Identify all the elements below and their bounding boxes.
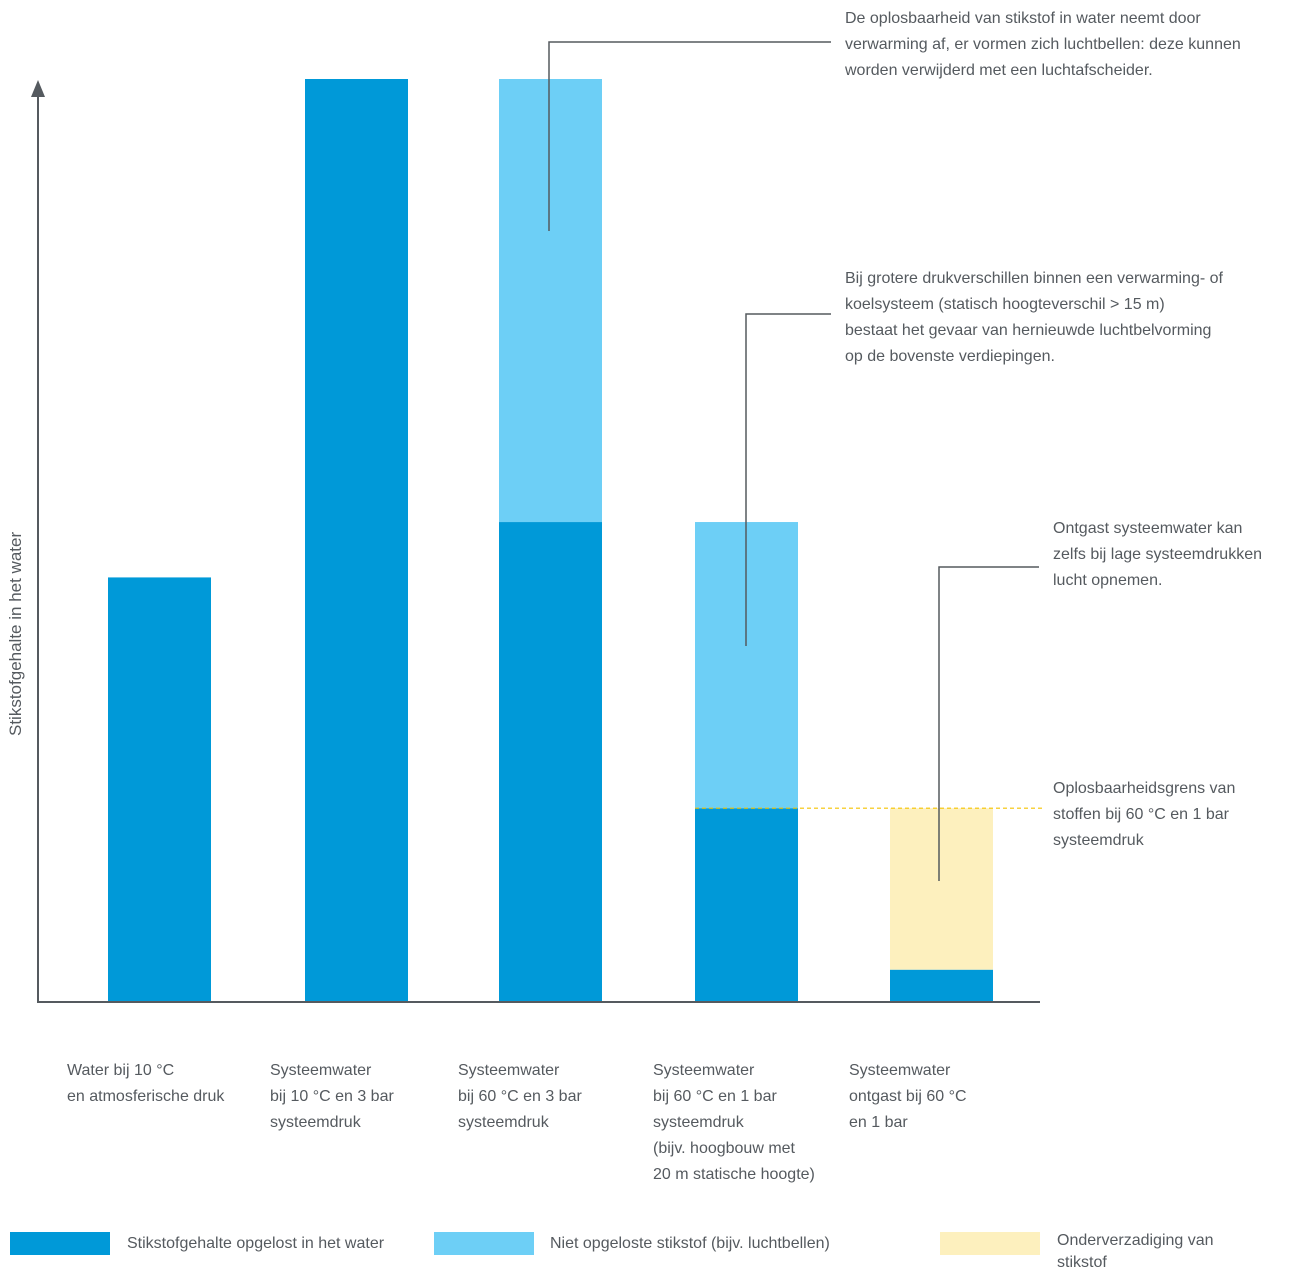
- legend-swatch-1: [10, 1232, 110, 1255]
- category-label-5: Systeemwater ontgast bij 60 °C en 1 bar: [849, 1058, 967, 1136]
- bars-group: [108, 79, 993, 1002]
- category-label-line: en 1 bar: [849, 1114, 908, 1131]
- category-label-2: Systeemwater bij 10 °C en 3 bar systeemdru…: [270, 1058, 394, 1136]
- category-label-line: bij 60 °C en 1 bar: [653, 1088, 777, 1105]
- annotation-2-line: bestaat het gevaar van hernieuwde luchtb…: [845, 322, 1212, 339]
- legend-label-line: Onderverzadiging van: [1057, 1232, 1214, 1249]
- category-label-line: systeemdruk: [458, 1114, 549, 1131]
- category-label-line: en atmosferische druk: [67, 1088, 225, 1105]
- annotation-3-line: lucht opnemen.: [1053, 572, 1163, 589]
- category-label-line: Systeemwater: [653, 1062, 755, 1079]
- annotation-2: Bij grotere drukverschillen binnen een v…: [845, 266, 1223, 370]
- annotation-3-leader: [938, 566, 1039, 881]
- legend-label-line: Niet opgeloste stikstof (bijv. luchtbell…: [550, 1235, 830, 1252]
- category-label-line: ontgast bij 60 °C: [849, 1088, 967, 1105]
- category-label-3: Systeemwater bij 60 °C en 3 bar systeemdru…: [458, 1058, 582, 1136]
- y-axis-arrow-icon: [31, 80, 45, 97]
- annotation-1-line: verwarming af, er vormen zich luchtbelle…: [845, 36, 1241, 53]
- annotation-2-line: Bij grotere drukverschillen binnen een v…: [845, 270, 1223, 287]
- category-label-line: bij 10 °C en 3 bar: [270, 1088, 394, 1105]
- annotation-1: De oplosbaarheid van stikstof in water n…: [845, 6, 1241, 84]
- y-axis-label: Stikstofgehalte in het water: [6, 531, 25, 736]
- bar-1-series-1: [108, 577, 211, 1002]
- annotation-3-line: zelfs bij lage systeemdrukken: [1053, 546, 1262, 563]
- category-label-line: Systeemwater: [270, 1062, 372, 1079]
- legend-label-2: Niet opgeloste stikstof (bijv. luchtbell…: [550, 1233, 830, 1255]
- reference-line-label-line: systeemdruk: [1053, 832, 1144, 849]
- annotation-2-leader: [745, 313, 831, 646]
- annotation-1-line: De oplosbaarheid van stikstof in water n…: [845, 10, 1201, 27]
- bar-5-series-1: [890, 969, 993, 1002]
- annotation-2-line: op de bovenste verdiepingen.: [845, 348, 1055, 365]
- bar-2-series-1: [305, 79, 408, 1002]
- annotation-3: Ontgast systeemwater kan zelfs bij lage s…: [1053, 516, 1262, 594]
- bar-5-series-3: [890, 808, 993, 970]
- category-label-line: systeemdruk: [270, 1114, 361, 1131]
- legend-label-1: Stikstofgehalte opgelost in het water: [127, 1233, 384, 1255]
- reference-line-label: Oplosbaarheidsgrens van stoffen bij 60 °C…: [1053, 776, 1235, 854]
- legend-label-3: Onderverzadiging van stikstof: [1057, 1230, 1214, 1274]
- reference-line-label-line: Oplosbaarheidsgrens van: [1053, 780, 1236, 797]
- annotation-1-line: worden verwijderd met een luchtafscheide…: [845, 62, 1153, 79]
- annotation-leaders-group: [548, 41, 1039, 881]
- annotation-3-line: Ontgast systeemwater kan: [1053, 520, 1243, 537]
- annotation-1-leader: [548, 41, 831, 231]
- category-label-line: (bijv. hoogbouw met: [653, 1140, 795, 1157]
- legend-swatch-3: [940, 1232, 1040, 1255]
- legend-label-line: Stikstofgehalte opgelost in het water: [127, 1235, 385, 1252]
- category-label-line: Systeemwater: [458, 1062, 560, 1079]
- category-label-1: Water bij 10 °C en atmosferische druk: [67, 1058, 224, 1110]
- category-label-line: 20 m statische hoogte): [653, 1166, 815, 1183]
- category-label-line: Water bij 10 °C: [67, 1062, 175, 1079]
- bar-3-series-2: [499, 79, 602, 523]
- reference-line-label-line: stoffen bij 60 °C en 1 bar: [1053, 806, 1229, 823]
- category-label-line: Systeemwater: [849, 1062, 951, 1079]
- annotation-2-line: koelsysteem (statisch hoogteverschil > 1…: [845, 296, 1165, 313]
- legend-label-line: stikstof: [1057, 1254, 1107, 1271]
- bar-4-series-1: [695, 808, 798, 1002]
- bar-3-series-1: [499, 522, 602, 1002]
- category-label-line: systeemdruk: [653, 1114, 744, 1131]
- category-label-line: bij 60 °C en 3 bar: [458, 1088, 582, 1105]
- axes-group: [31, 80, 1040, 1003]
- category-label-4: Systeemwater bij 60 °C en 1 bar systeemdru…: [653, 1058, 815, 1188]
- legend-swatch-2: [434, 1232, 534, 1255]
